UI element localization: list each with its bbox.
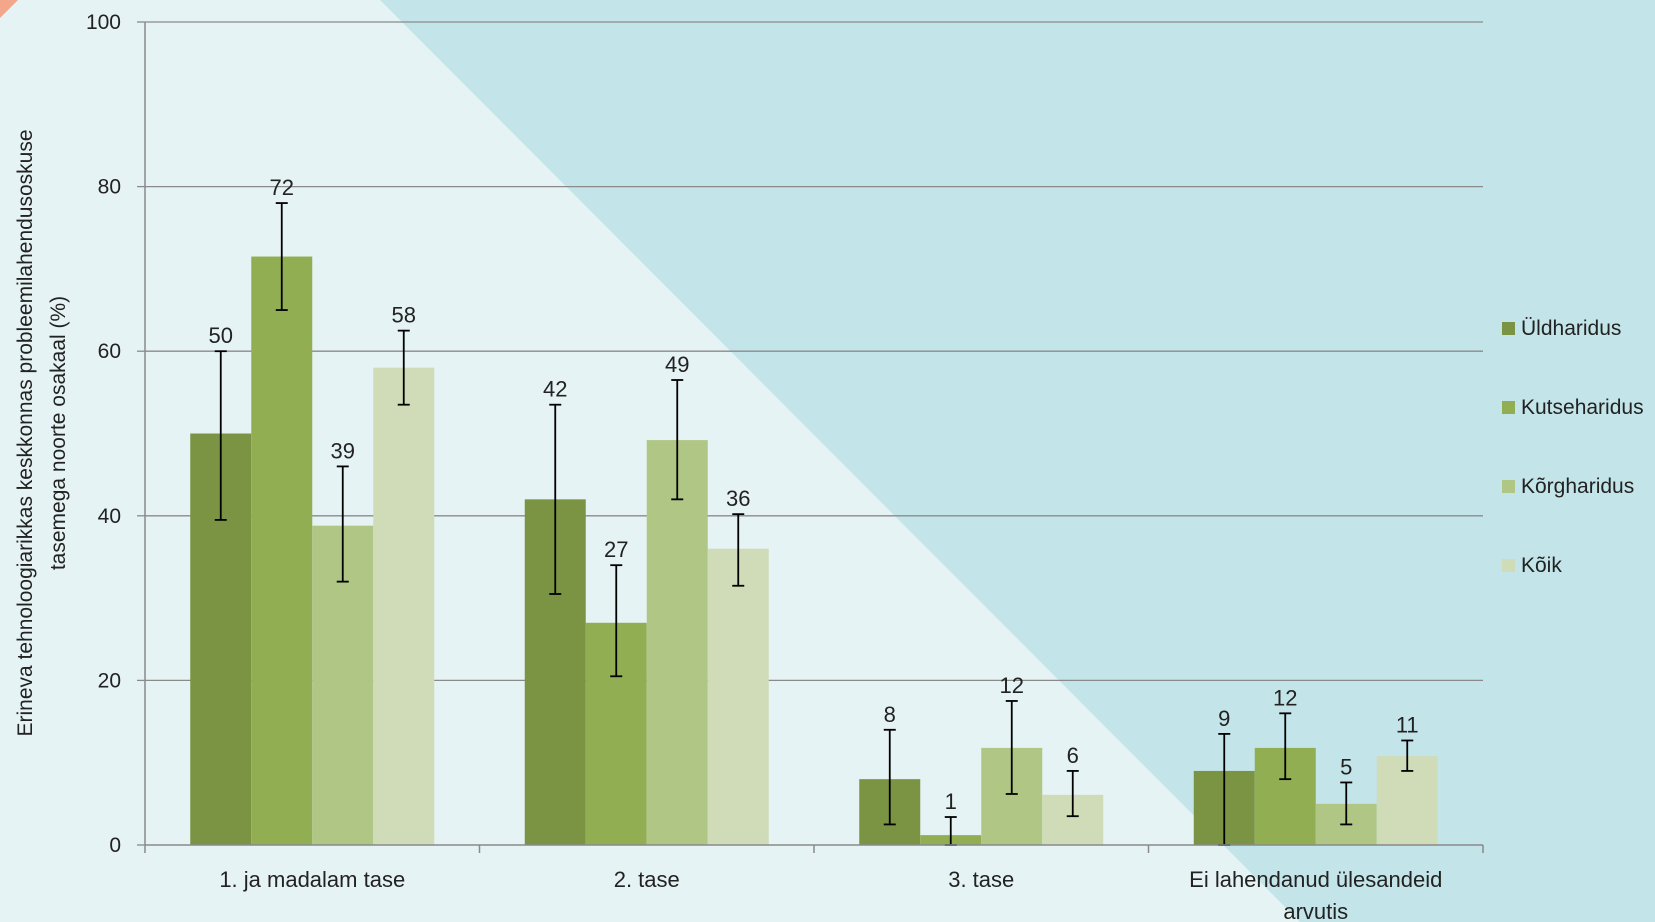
y-tick-label-60: 60 [98,340,121,363]
value-label-2-0: 8 [884,702,896,727]
bar-0-1 [251,256,313,845]
value-label-0-0: 50 [209,323,233,348]
y-tick-label-40: 40 [98,505,121,528]
value-label-2-3: 6 [1067,743,1079,768]
legend-swatch-0 [1502,322,1515,335]
y-axis-label: Erineva tehnoloogiarikkas keskkonnas pro… [14,129,70,736]
value-label-2-1: 1 [945,789,957,814]
bar-0-3 [373,367,435,845]
x-category-label-3-0: Ei lahendanud ülesandeid [1189,867,1442,892]
bars [190,256,1438,845]
value-label-3-3: 11 [1396,712,1419,737]
value-label-0-1: 72 [270,175,294,200]
corner-accent [0,0,18,18]
value-label-1-2: 49 [665,352,689,377]
value-label-3-1: 12 [1273,685,1297,710]
y-axis-label-line-1: tasemega noorte osakaal (%) [47,296,70,570]
legend-swatch-1 [1502,401,1515,414]
value-label-0-2: 39 [331,438,355,463]
y-tick-label-80: 80 [98,176,121,199]
y-axis-label-line-0: Erineva tehnoloogiarikkas keskkonnas pro… [14,129,37,736]
x-category-label-3-1: arvutis [1283,899,1348,922]
value-label-3-0: 9 [1218,706,1230,731]
legend-swatch-3 [1502,559,1515,572]
value-label-3-2: 5 [1340,754,1352,779]
legend-label-0: Üldharidus [1521,317,1621,340]
legend-label-1: Kutseharidus [1521,396,1644,419]
y-tick-label-0: 0 [109,834,121,857]
bar-1-3 [707,548,769,845]
y-axis-label-group: Erineva tehnoloogiarikkas keskkonnas pro… [14,129,70,736]
y-tick-label-20: 20 [98,669,121,692]
legend-label-2: Kõrgharidus [1521,475,1634,498]
legend: Üldharidus Kutseharidus Kõrgharidus Kõik [1502,317,1644,577]
value-label-2-2: 12 [1000,673,1024,698]
data-labels: 50 72 39 58 42 27 49 36 8 1 12 6 9 12 5 11 [209,175,1419,814]
value-label-1-1: 27 [604,537,628,562]
legend-label-3: Kõik [1521,554,1562,577]
y-tick-label-100: 100 [86,11,121,34]
legend-swatch-2 [1502,480,1515,493]
value-label-0-3: 58 [392,303,416,328]
bar-1-2 [646,440,708,845]
background-diagonal-band [380,0,1655,922]
x-category-label-2-0: 3. tase [948,867,1014,892]
value-label-1-3: 36 [726,486,750,511]
value-label-1-0: 42 [543,377,567,402]
x-category-label-0-0: 1. ja madalam tase [219,867,405,892]
axes: 0 20 40 60 80 100 1. ja madalam tase 2. tase 3. … [86,11,1484,922]
x-category-label-1-0: 2. tase [614,867,680,892]
